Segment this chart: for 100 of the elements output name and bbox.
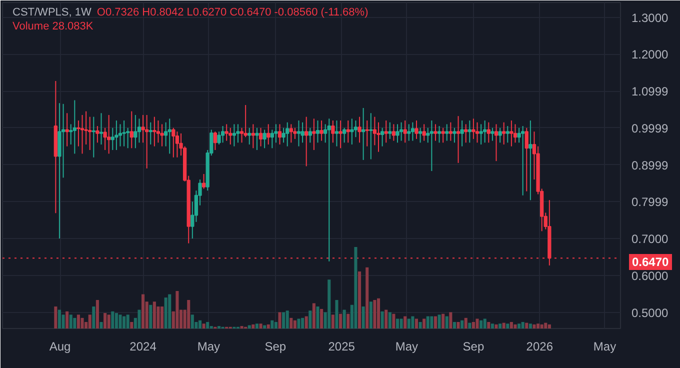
bar bbox=[373, 300, 376, 328]
bar bbox=[96, 300, 99, 328]
bar bbox=[142, 294, 145, 328]
candlestick bbox=[148, 122, 152, 145]
candlestick bbox=[152, 116, 156, 147]
bar bbox=[80, 318, 84, 328]
bar bbox=[354, 247, 358, 328]
x-tick-label: May bbox=[593, 340, 616, 354]
bar bbox=[490, 324, 494, 328]
bar bbox=[248, 325, 251, 328]
candlestick bbox=[92, 116, 96, 158]
bar bbox=[107, 314, 110, 328]
candlestick bbox=[289, 124, 293, 144]
candlestick bbox=[300, 122, 304, 144]
bar bbox=[388, 312, 392, 328]
candlestick bbox=[392, 124, 396, 142]
x-tick-label: 2024 bbox=[130, 340, 157, 354]
candlestick bbox=[99, 112, 104, 145]
candlestick bbox=[65, 112, 69, 147]
bar bbox=[187, 300, 190, 328]
bar bbox=[544, 322, 548, 328]
bar bbox=[297, 318, 300, 328]
candlestick bbox=[308, 127, 312, 144]
candlestick bbox=[175, 131, 180, 158]
y-tick-label: 0.7999 bbox=[632, 195, 669, 210]
chart-title: CST/WPLS, 1W bbox=[12, 6, 92, 18]
bar bbox=[274, 322, 278, 328]
bar bbox=[400, 318, 403, 328]
bar bbox=[278, 312, 282, 328]
bar bbox=[540, 324, 544, 328]
bar bbox=[255, 324, 258, 328]
bar bbox=[270, 320, 274, 328]
bar bbox=[536, 324, 540, 328]
bar bbox=[366, 267, 369, 328]
candlestick bbox=[437, 126, 442, 144]
candlestick bbox=[160, 124, 164, 147]
candlestick bbox=[524, 127, 528, 192]
candlestick bbox=[312, 118, 316, 151]
bar bbox=[160, 306, 164, 328]
candlestick bbox=[521, 126, 525, 196]
bar bbox=[122, 316, 126, 328]
bar bbox=[380, 311, 384, 328]
candlestick bbox=[483, 120, 487, 144]
bar bbox=[58, 310, 61, 328]
bar bbox=[290, 318, 293, 328]
candlestick bbox=[380, 127, 384, 147]
candlestick bbox=[202, 173, 206, 190]
candlestick bbox=[528, 120, 532, 201]
candlestick bbox=[490, 127, 494, 142]
candlestick bbox=[510, 120, 514, 147]
bar bbox=[430, 316, 434, 328]
candlestick bbox=[80, 114, 84, 154]
bar bbox=[126, 314, 130, 328]
candlestick bbox=[278, 124, 282, 145]
y-tick-label: 1.2000 bbox=[632, 48, 669, 62]
bar bbox=[111, 311, 114, 328]
bar bbox=[328, 280, 331, 328]
bar bbox=[483, 318, 486, 328]
bar bbox=[502, 322, 506, 328]
candlestick bbox=[316, 120, 320, 144]
bar bbox=[252, 324, 255, 328]
candlestick bbox=[384, 120, 388, 144]
candlestick bbox=[418, 127, 422, 144]
candlestick bbox=[479, 124, 483, 145]
bar bbox=[384, 310, 388, 328]
y-tick-label: 0.5000 bbox=[632, 306, 669, 320]
bar bbox=[335, 300, 338, 328]
bar bbox=[342, 310, 346, 328]
bar bbox=[480, 320, 483, 328]
candlestick bbox=[255, 127, 259, 151]
x-tick-label: May bbox=[395, 340, 418, 354]
bar bbox=[525, 322, 528, 328]
bar bbox=[320, 308, 324, 328]
candlestick bbox=[156, 120, 160, 144]
candlestick bbox=[342, 127, 346, 144]
bar bbox=[426, 316, 430, 328]
candlestick bbox=[228, 127, 232, 145]
candlestick bbox=[441, 127, 445, 144]
bar bbox=[130, 322, 134, 328]
candlestick bbox=[236, 124, 240, 144]
bar bbox=[404, 316, 407, 328]
bar bbox=[418, 322, 422, 328]
candlestick bbox=[293, 127, 297, 140]
candlestick bbox=[434, 124, 438, 142]
candlestick bbox=[172, 127, 176, 158]
bar bbox=[438, 314, 441, 328]
bar bbox=[518, 324, 521, 328]
candlestick bbox=[220, 126, 225, 144]
bar bbox=[498, 324, 502, 328]
x-tick-label: Sep bbox=[462, 340, 484, 354]
candlestick bbox=[456, 116, 460, 164]
bar bbox=[456, 322, 460, 328]
bar bbox=[414, 318, 418, 328]
candlestick bbox=[506, 126, 510, 144]
candlestick bbox=[118, 124, 122, 147]
bar bbox=[346, 314, 350, 328]
candlestick bbox=[410, 122, 415, 142]
bar bbox=[293, 320, 296, 328]
bar bbox=[316, 306, 320, 328]
candlestick bbox=[251, 124, 255, 149]
